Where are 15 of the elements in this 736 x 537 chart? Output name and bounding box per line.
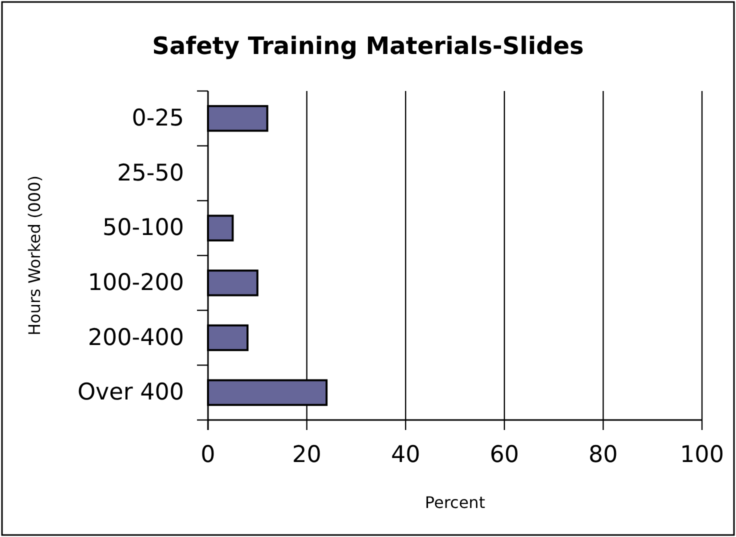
y-tick-label: 25-50 <box>117 160 184 186</box>
y-tick-label: 50-100 <box>102 215 184 242</box>
y-tick-label: 0-25 <box>132 105 184 132</box>
x-tick-label: 0 <box>200 442 216 468</box>
chart-title: Safety Training Materials-Slides <box>152 32 584 60</box>
x-tick-label: 100 <box>680 442 724 468</box>
y-tick-label: 200-400 <box>88 324 184 351</box>
x-tick-label: 80 <box>588 442 618 468</box>
x-axis-title: Percent <box>424 493 486 512</box>
y-axis-title: Hours Worked (000) <box>25 175 44 336</box>
x-tick-label: 60 <box>490 442 520 468</box>
y-tick-label: 100-200 <box>88 270 184 296</box>
x-tick-label: 20 <box>292 442 322 468</box>
y-tick-label: Over 400 <box>77 380 184 406</box>
x-tick-label: 40 <box>390 442 420 468</box>
